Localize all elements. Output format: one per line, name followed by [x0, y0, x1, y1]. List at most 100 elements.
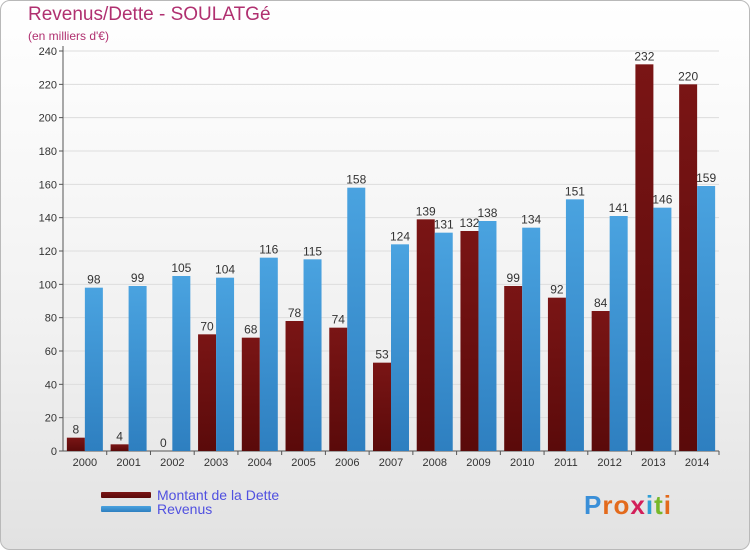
label-revenus-2002: 105: [171, 261, 191, 275]
label-revenus-2007: 124: [390, 229, 410, 243]
label-revenus-2000: 98: [87, 273, 101, 287]
bar-dette-2004: [241, 337, 260, 451]
proxiti-logo: Proxiti: [584, 490, 672, 521]
y-tick-label: 100: [39, 279, 57, 291]
label-revenus-2009: 138: [477, 206, 497, 220]
logo-letter: o: [613, 490, 631, 520]
bar-dette-2009: [460, 231, 479, 451]
x-tick-label: 2007: [379, 457, 403, 469]
label-dette-2010: 99: [507, 271, 521, 285]
bar-revenus-2010: [522, 227, 541, 451]
logo-letter: t: [654, 490, 664, 520]
bar-dette-2005: [285, 321, 304, 451]
bar-dette-2012: [591, 311, 610, 451]
label-dette-2000: 8: [73, 423, 80, 437]
y-tick-label: 180: [39, 146, 57, 158]
bar-dette-2003: [198, 334, 217, 451]
chart-subtitle: (en milliers d'€): [28, 29, 109, 43]
label-dette-2012: 84: [594, 296, 608, 310]
label-dette-2008: 139: [416, 204, 436, 218]
label-dette-2003: 70: [200, 319, 214, 333]
x-tick-label: 2000: [73, 457, 97, 469]
bar-dette-2007: [373, 362, 391, 451]
label-revenus-2012: 141: [609, 201, 629, 215]
logo-letter: i: [663, 490, 672, 520]
y-tick-label: 0: [51, 446, 57, 458]
bar-dette-2006: [329, 327, 348, 451]
bar-dette-2000: [66, 437, 85, 451]
y-tick-label: 60: [45, 346, 57, 358]
x-tick-label: 2003: [204, 457, 228, 469]
bar-revenus-2011: [565, 199, 584, 451]
label-revenus-2005: 115: [303, 244, 322, 258]
y-tick-label: 160: [39, 179, 57, 191]
label-revenus-2006: 158: [346, 173, 366, 187]
label-revenus-2010: 134: [521, 213, 541, 227]
logo-letter: r: [602, 490, 614, 520]
label-dette-2005: 78: [288, 306, 302, 320]
x-tick-label: 2010: [510, 457, 534, 469]
y-tick-label: 140: [39, 213, 57, 225]
bar-revenus-2000: [84, 287, 103, 451]
y-tick-label: 20: [45, 413, 57, 425]
bar-revenus-2002: [172, 276, 191, 451]
x-tick-label: 2012: [597, 457, 621, 469]
bar-revenus-2007: [391, 244, 409, 451]
bar-revenus-2001: [128, 286, 147, 451]
y-tick-label: 200: [39, 113, 57, 125]
x-tick-label: 2001: [116, 457, 140, 469]
bar-revenus-2004: [259, 257, 278, 451]
label-dette-2014: 220: [678, 69, 698, 83]
bar-revenus-2008: [434, 232, 453, 451]
label-dette-2013: 232: [634, 49, 654, 63]
x-tick-label: 2006: [335, 457, 359, 469]
label-dette-2004: 68: [244, 323, 258, 337]
bar-revenus-2003: [216, 277, 235, 451]
x-tick-label: 2008: [422, 457, 446, 469]
legend-swatch-dette: [101, 492, 151, 498]
x-tick-label: 2002: [160, 457, 184, 469]
bar-dette-2010: [504, 286, 523, 451]
y-tick-label: 220: [39, 79, 57, 91]
x-tick-label: 2014: [685, 457, 709, 469]
chart-title: Revenus/Dette - SOULATGé: [28, 4, 271, 25]
legend-label-dette: Montant de la Dette: [157, 487, 280, 503]
x-tick-label: 2013: [641, 457, 665, 469]
label-dette-2006: 74: [332, 313, 346, 327]
x-tick-label: 2009: [466, 457, 490, 469]
label-dette-2011: 92: [550, 283, 564, 297]
bar-revenus-2006: [347, 187, 366, 451]
bar-revenus-2014: [697, 186, 716, 451]
logo-letter: i: [645, 490, 655, 520]
bar-dette-2008: [416, 219, 435, 451]
bar-revenus-2013: [653, 207, 672, 451]
bar-revenus-2009: [478, 221, 497, 451]
label-dette-2001: 4: [116, 429, 123, 443]
y-tick-label: 40: [45, 379, 57, 391]
legend-swatch-revenus: [101, 506, 151, 512]
label-revenus-2008: 131: [434, 218, 454, 232]
legend-label-revenus: Revenus: [157, 501, 213, 517]
bar-dette-2013: [635, 64, 654, 452]
logo-letter: P: [584, 490, 603, 520]
label-dette-2009: 132: [459, 216, 479, 230]
bar-dette-2011: [547, 297, 566, 451]
x-tick-label: 2011: [554, 457, 578, 469]
label-revenus-2003: 104: [215, 263, 235, 277]
y-tick-label: 120: [39, 246, 57, 258]
label-revenus-2013: 146: [652, 193, 672, 207]
label-revenus-2014: 159: [696, 171, 716, 185]
bar-dette-2014: [679, 84, 698, 451]
label-dette-2007: 53: [375, 348, 389, 362]
y-tick-label: 80: [45, 313, 57, 325]
bar-revenus-2005: [303, 259, 322, 451]
label-revenus-2001: 99: [131, 271, 145, 285]
chart-legend: Montant de la Dette Revenus: [101, 487, 280, 517]
legend-item-revenus: Revenus: [101, 501, 279, 517]
x-tick-label: 2004: [248, 457, 272, 469]
label-revenus-2011: 151: [565, 184, 585, 198]
label-dette-2002: 0: [160, 436, 167, 450]
logo-letter: x: [630, 490, 646, 520]
label-revenus-2004: 116: [259, 243, 278, 257]
